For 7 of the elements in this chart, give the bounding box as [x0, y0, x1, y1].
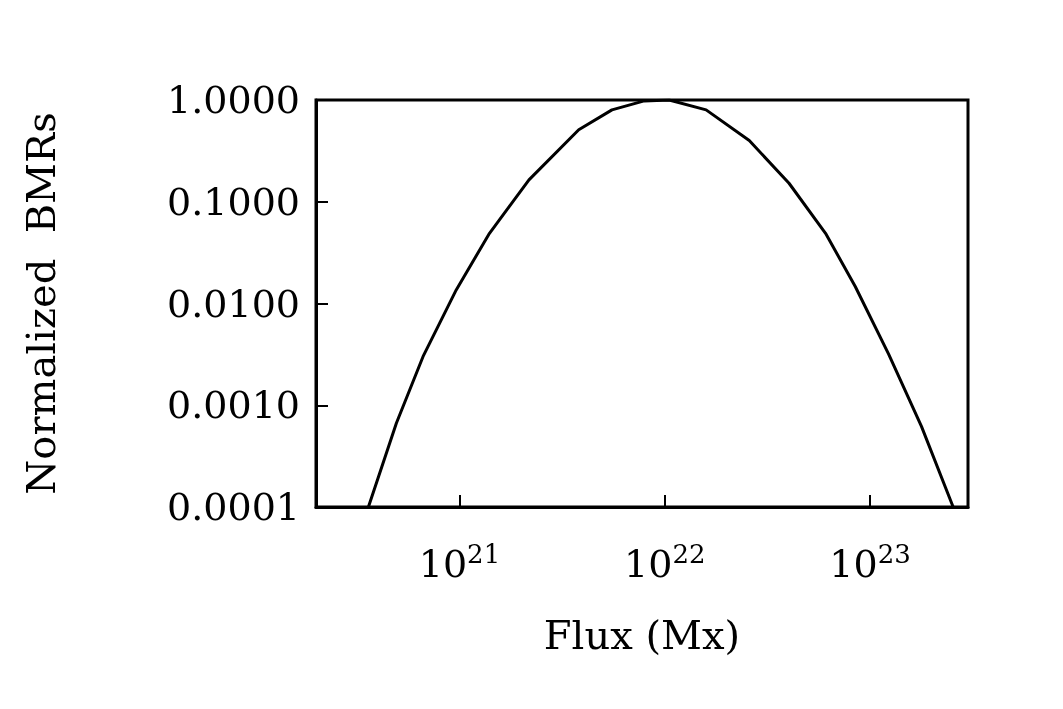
y-axis-title: Normalized BMRs [18, 112, 64, 495]
x-axis-title: Flux (Mx) [543, 612, 741, 658]
y-tick-label: 0.0010 [167, 383, 300, 428]
y-tick-label: 1.0000 [167, 78, 300, 122]
y-tick-label: 0.0001 [167, 485, 300, 529]
y-tick-label: 0.1000 [167, 179, 300, 224]
y-tick-label: 0.0100 [167, 281, 300, 326]
